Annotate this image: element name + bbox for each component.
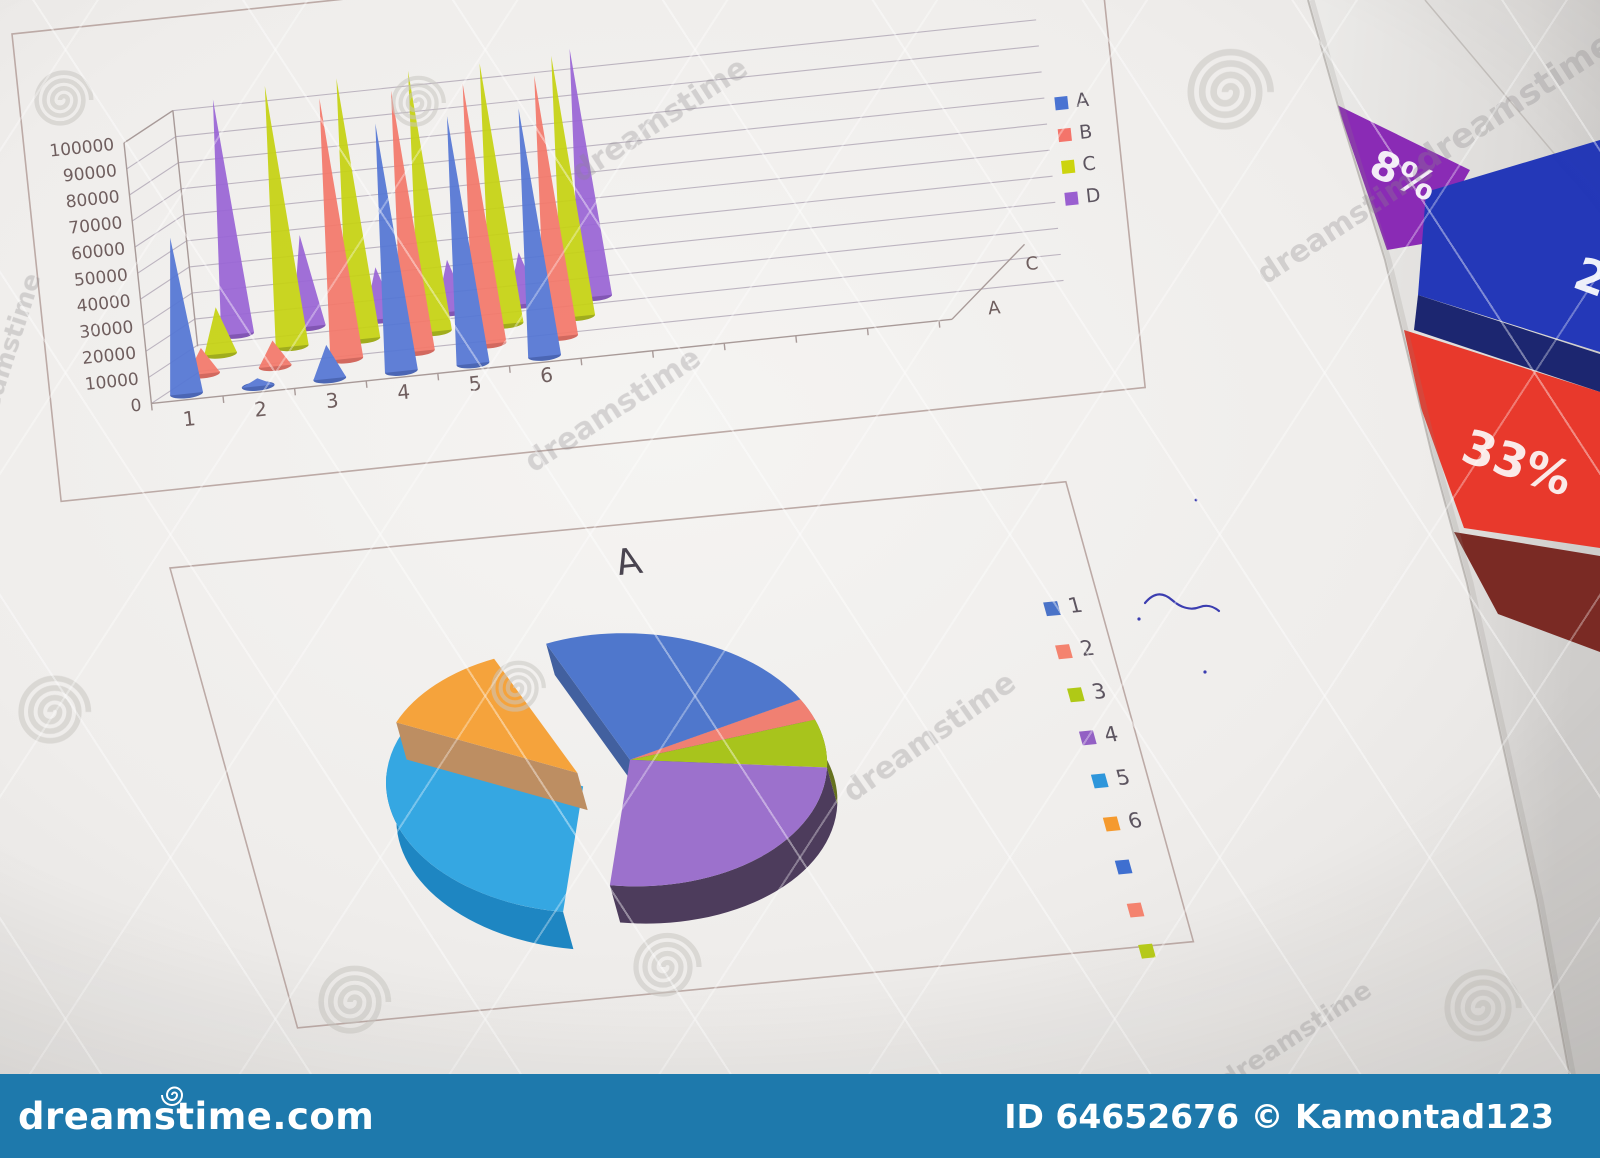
watermark-footer-bar: dreamstime.com ID 64652676 © Kamontad123 bbox=[0, 1074, 1600, 1158]
cones-cat-6 bbox=[518, 48, 613, 361]
cone-chart-frame bbox=[11, 0, 1147, 503]
cone-series bbox=[170, 48, 613, 399]
pie-slice-3 bbox=[629, 719, 828, 768]
legend-swatch-1 bbox=[1043, 601, 1061, 617]
pie-chart-frame bbox=[168, 480, 1195, 1029]
main-sheet-edge bbox=[1307, 0, 1571, 1079]
cones-cat-2 bbox=[241, 85, 326, 391]
dreamstime-logo-text: dreamstime.com bbox=[18, 1094, 375, 1138]
cone-chart-axes bbox=[123, 110, 1026, 411]
pie-chart: A 1 2 3 4 bbox=[168, 480, 1195, 1029]
cones-cat-1 bbox=[170, 99, 255, 399]
legend-swatch-5 bbox=[1090, 773, 1109, 789]
pie-3d bbox=[386, 633, 838, 950]
pie-slice-1-side-left bbox=[546, 643, 639, 792]
pie-slice-1 bbox=[546, 633, 801, 760]
pie-slice-5-side bbox=[386, 772, 574, 950]
legend-swatch-6 bbox=[1102, 816, 1121, 832]
pie-slice-6 bbox=[396, 658, 578, 773]
legend-swatch-A bbox=[1054, 96, 1069, 111]
pie-slice-2 bbox=[629, 699, 816, 760]
legend-swatch-B bbox=[1057, 127, 1072, 143]
legend-swatch-D bbox=[1064, 191, 1079, 206]
legend-swatch-3 bbox=[1067, 687, 1085, 703]
legend-swatch-C bbox=[1061, 159, 1076, 174]
pie3-slice-red bbox=[1404, 330, 1600, 548]
depth-axis bbox=[951, 243, 1026, 320]
pie3-slice-maroon bbox=[1454, 532, 1600, 652]
main-sheet bbox=[0, 0, 1577, 1079]
pie3-slice-blue-side bbox=[1414, 295, 1600, 392]
pie-slice-6-side bbox=[396, 722, 588, 811]
cones-cat-5 bbox=[446, 63, 541, 369]
dreamstime-logo: dreamstime.com bbox=[18, 1086, 375, 1138]
legend-swatch-2 bbox=[1055, 644, 1073, 660]
legend-swatch-7 bbox=[1114, 859, 1133, 875]
x-axis-ticks bbox=[150, 320, 941, 411]
main-sheet-edge-shadow bbox=[1309, 0, 1577, 1079]
legend-swatch-8 bbox=[1126, 902, 1145, 918]
ink-squiggle bbox=[1137, 498, 1221, 674]
legend-swatch-9 bbox=[1138, 943, 1156, 959]
pie-slice-4 bbox=[609, 759, 827, 887]
legend-swatch-4 bbox=[1078, 730, 1097, 746]
dreamstime-logo-spiral-icon bbox=[161, 1086, 184, 1106]
pie3-slice-blue bbox=[1418, 140, 1600, 352]
image-credit: ID 64652676 © Kamontad123 bbox=[1004, 1096, 1554, 1136]
pie-slice-4-side bbox=[609, 767, 838, 924]
pie-slice-3-side bbox=[815, 719, 838, 805]
